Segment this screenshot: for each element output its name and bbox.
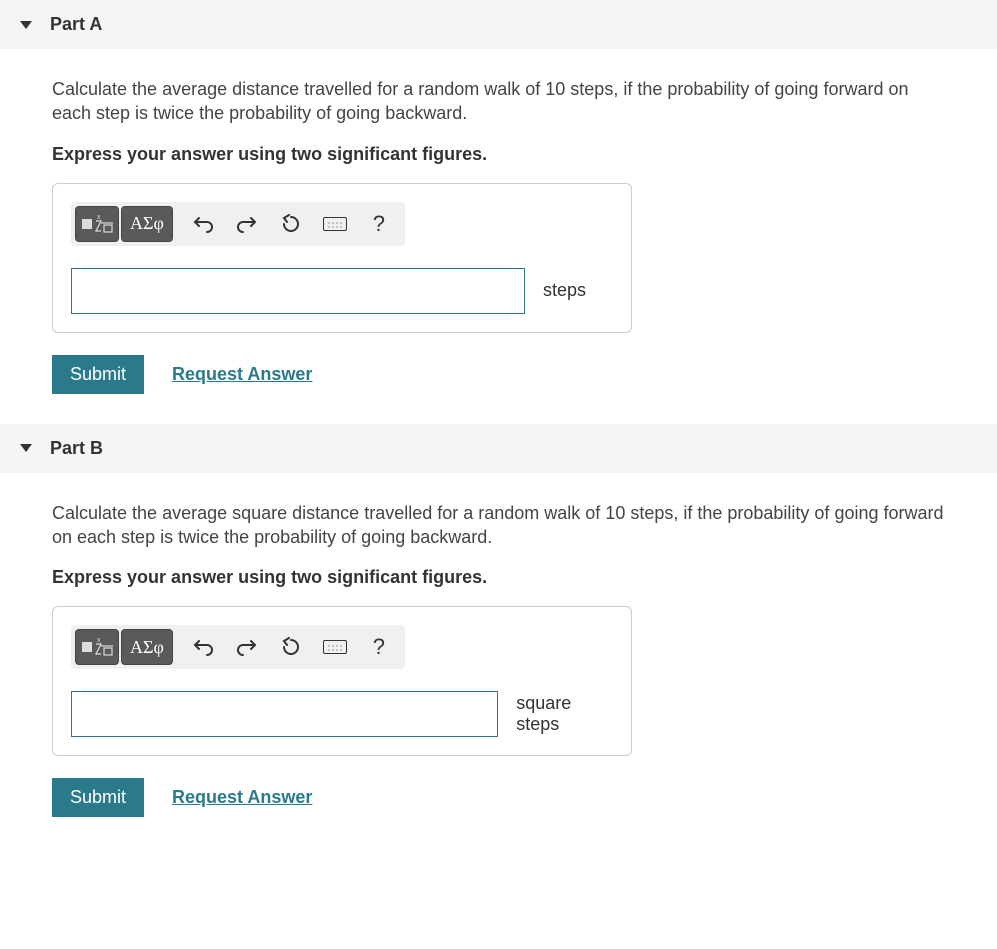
part-b-header[interactable]: Part B [0, 424, 997, 473]
part-a-header[interactable]: Part A [0, 0, 997, 49]
part-a-actions: Submit Request Answer [52, 355, 945, 394]
part-a-answer-input[interactable] [71, 268, 525, 314]
svg-text:x: x [97, 214, 101, 221]
part-a-body: Calculate the average distance travelled… [0, 49, 997, 404]
part-b-actions: Submit Request Answer [52, 778, 945, 817]
part-a-unit: steps [543, 280, 586, 301]
redo-icon[interactable] [225, 206, 269, 242]
part-b-answer-input[interactable] [71, 691, 498, 737]
reset-icon[interactable] [269, 629, 313, 665]
caret-down-icon [20, 444, 32, 452]
part-b-instruction: Express your answer using two significan… [52, 567, 945, 588]
part-b-request-answer-link[interactable]: Request Answer [172, 787, 312, 808]
part-b-unit: square steps [516, 693, 613, 735]
part-a-toolbar: x ΑΣφ ? [71, 202, 405, 246]
greek-symbols-button[interactable]: ΑΣφ [121, 206, 173, 242]
undo-icon[interactable] [181, 629, 225, 665]
part-a-request-answer-link[interactable]: Request Answer [172, 364, 312, 385]
part-b-answer-box: x ΑΣφ ? [52, 606, 632, 756]
part-a-instruction: Express your answer using two significan… [52, 144, 945, 165]
help-icon[interactable]: ? [357, 206, 401, 242]
keyboard-icon[interactable] [313, 629, 357, 665]
part-b-input-row: square steps [71, 691, 613, 737]
part-b-body: Calculate the average square distance tr… [0, 473, 997, 828]
undo-icon[interactable] [181, 206, 225, 242]
templates-icon[interactable]: x [75, 206, 119, 242]
part-b-question: Calculate the average square distance tr… [52, 501, 945, 550]
part-a-section: Part A Calculate the average distance tr… [0, 0, 997, 404]
templates-icon[interactable]: x [75, 629, 119, 665]
part-a-question: Calculate the average distance travelled… [52, 77, 945, 126]
caret-down-icon [20, 21, 32, 29]
reset-icon[interactable] [269, 206, 313, 242]
part-a-input-row: steps [71, 268, 613, 314]
greek-symbols-button[interactable]: ΑΣφ [121, 629, 173, 665]
keyboard-icon[interactable] [313, 206, 357, 242]
part-b-toolbar: x ΑΣφ ? [71, 625, 405, 669]
part-a-answer-box: x ΑΣφ ? [52, 183, 632, 333]
svg-text:x: x [97, 637, 101, 644]
part-b-title: Part B [50, 438, 103, 459]
part-b-submit-button[interactable]: Submit [52, 778, 144, 817]
redo-icon[interactable] [225, 629, 269, 665]
help-icon[interactable]: ? [357, 629, 401, 665]
part-a-submit-button[interactable]: Submit [52, 355, 144, 394]
part-b-section: Part B Calculate the average square dist… [0, 424, 997, 828]
part-a-title: Part A [50, 14, 102, 35]
